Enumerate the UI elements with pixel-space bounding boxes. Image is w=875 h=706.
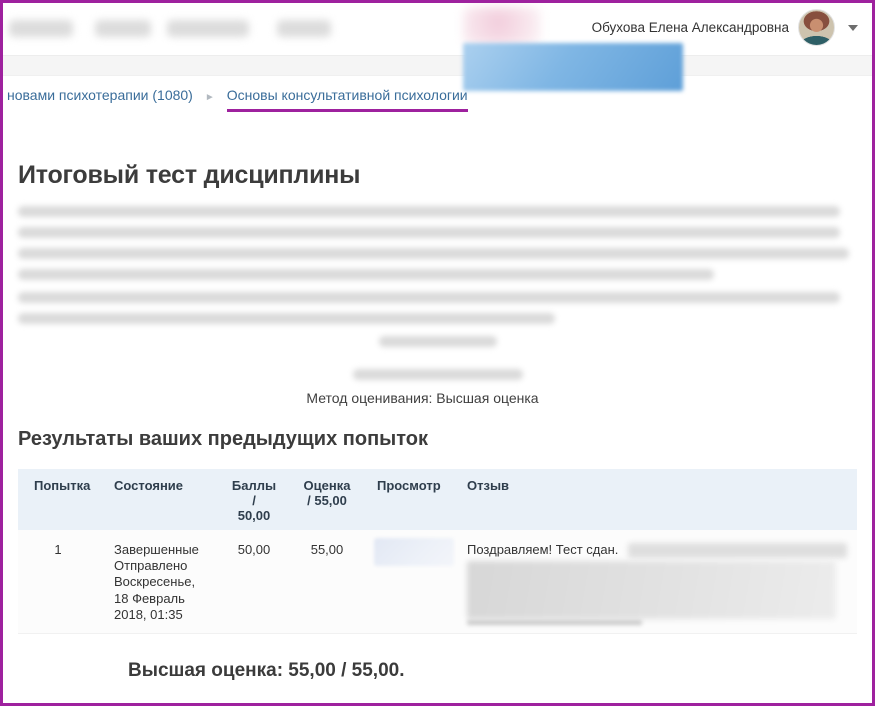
redacted-nav-item xyxy=(277,20,331,37)
column-review: Просмотр xyxy=(362,469,452,530)
redacted-text-line xyxy=(18,292,841,303)
chevron-down-icon xyxy=(848,24,858,31)
breadcrumb-current-link[interactable]: Основы консультативной психологии xyxy=(226,87,468,112)
table-header-row: Попытка Состояние Баллы / 50,00 Оценка /… xyxy=(18,469,857,530)
attempt-state: Завершенные Отправлено Воскресенье, 18 Ф… xyxy=(98,529,216,635)
attempt-feedback-cell: Поздравляем! Тест сдан. xyxy=(452,529,857,635)
redacted-text-line xyxy=(352,369,523,380)
user-avatar[interactable] xyxy=(798,9,835,46)
grading-method: Метод оценивания: Высшая оценка xyxy=(306,390,539,406)
redacted-nav-menu xyxy=(9,20,331,37)
attempt-review-cell xyxy=(362,529,454,635)
column-marks-divider: / xyxy=(252,492,256,508)
top-navbar: Обухова Елена Александровна xyxy=(3,3,872,52)
attempt-number: 1 xyxy=(18,529,98,635)
user-name: Обухова Елена Александровна xyxy=(591,20,789,35)
column-grade-label: Оценка xyxy=(303,478,351,493)
redacted-text-line xyxy=(628,542,847,558)
redacted-feedback-block xyxy=(467,561,836,620)
user-menu[interactable]: Обухова Елена Александровна xyxy=(592,9,862,46)
redacted-dropdown-panel xyxy=(463,43,683,91)
results-heading: Результаты ваших предыдущих попыток xyxy=(18,428,428,450)
breadcrumb-separator-icon: ► xyxy=(204,92,215,103)
redacted-quiz-description xyxy=(18,206,857,380)
column-feedback: Отзыв xyxy=(452,469,857,530)
redacted-text-line xyxy=(18,206,841,217)
feedback-text: Поздравляем! Тест сдан. xyxy=(467,541,619,557)
secondary-bar xyxy=(3,55,872,76)
column-state: Состояние xyxy=(98,469,216,530)
page-title: Итоговый тест дисциплины xyxy=(18,161,361,189)
attempt-grade: 55,00 xyxy=(292,529,362,635)
attempt-row: 1 Завершенные Отправлено Воскресенье, 18… xyxy=(18,529,857,635)
column-attempt: Попытка xyxy=(18,469,98,530)
redacted-nav-item xyxy=(167,20,249,37)
column-marks-label: Баллы xyxy=(231,478,277,493)
breadcrumb: новами психотерапии (1080) ► Основы консул… xyxy=(3,76,872,115)
redacted-text-line xyxy=(378,336,497,347)
redacted-text-line xyxy=(467,620,642,626)
attempts-table: Попытка Состояние Баллы / 50,00 Оценка /… xyxy=(18,469,857,635)
breadcrumb-course-link[interactable]: новами психотерапии (1080) xyxy=(7,87,193,103)
column-marks: Баллы / 50,00 xyxy=(216,469,292,530)
attempt-submitted-date: Отправлено Воскресенье, 18 Февраль 2018,… xyxy=(114,558,196,622)
redacted-text-line xyxy=(18,313,555,324)
attempt-marks: 50,00 xyxy=(216,529,292,635)
redacted-badge xyxy=(463,7,541,45)
redacted-text-line xyxy=(18,248,849,259)
redacted-nav-item xyxy=(9,20,73,37)
column-marks-max: 50,00 xyxy=(237,507,271,523)
column-grade-max: / 55,00 xyxy=(307,492,347,508)
redacted-review-link[interactable] xyxy=(374,537,454,566)
redacted-nav-item xyxy=(95,20,151,37)
redacted-text-line xyxy=(18,269,715,280)
main-content: Итоговый тест дисциплины Метод оценивани… xyxy=(3,161,872,682)
redacted-text-line xyxy=(18,227,841,238)
highest-grade: Высшая оценка: 55,00 / 55,00. xyxy=(128,660,405,682)
column-grade: Оценка / 55,00 xyxy=(292,469,362,530)
attempt-state-label: Завершенные xyxy=(114,541,199,557)
